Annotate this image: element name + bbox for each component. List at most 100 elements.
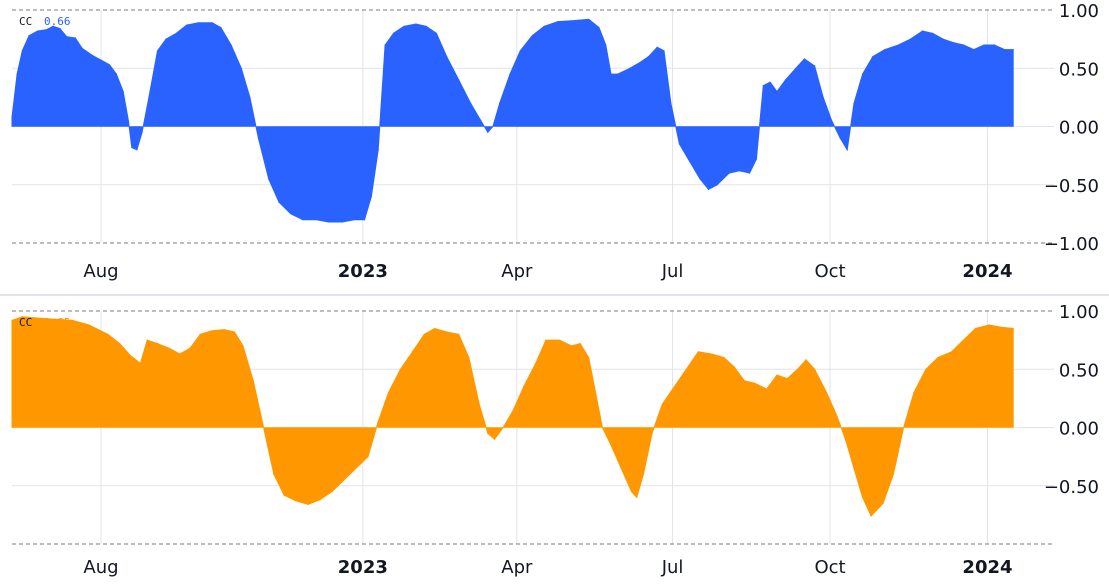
data-point	[651, 432, 653, 434]
data-point	[743, 380, 746, 382]
data-point	[853, 467, 855, 469]
y-tick-label: 1.00	[1059, 1, 1099, 22]
data-point	[620, 467, 622, 469]
data-point	[478, 403, 480, 405]
data-point	[492, 125, 494, 128]
data-point	[723, 357, 725, 359]
data-point	[115, 73, 117, 75]
data-point	[468, 357, 470, 359]
data-point	[268, 178, 270, 180]
data-point	[283, 494, 285, 496]
data-point	[535, 362, 537, 364]
data-point	[942, 38, 944, 40]
data-point	[377, 421, 379, 423]
data-point	[21, 316, 23, 318]
data-point	[252, 380, 254, 382]
data-point	[925, 368, 927, 370]
data-point	[870, 515, 872, 517]
data-point	[699, 178, 701, 180]
data-point	[11, 116, 13, 118]
x-tick-label: Aug	[83, 557, 118, 578]
data-point	[512, 409, 515, 411]
data-point	[728, 172, 730, 174]
x-tick-label: 2024	[962, 261, 1012, 282]
data-point	[595, 392, 597, 394]
data-point	[836, 415, 838, 417]
data-point	[242, 345, 244, 347]
data-point	[630, 491, 633, 493]
data-point	[579, 343, 581, 345]
data-point	[399, 368, 402, 370]
x-tick-label: 2023	[338, 557, 388, 578]
data-point	[974, 327, 977, 330]
data-point	[146, 339, 148, 341]
y-tick-label: −0.50	[1044, 176, 1099, 197]
data-point	[903, 426, 905, 429]
data-point	[571, 345, 573, 347]
data-point	[1012, 327, 1014, 330]
data-point	[557, 21, 559, 23]
data-point	[52, 25, 54, 27]
data-point	[762, 85, 764, 87]
data-point	[197, 22, 200, 24]
data-point	[826, 392, 828, 394]
x-tick-label: Oct	[814, 261, 845, 282]
data-point	[141, 131, 143, 133]
data-point	[387, 392, 390, 394]
data-point	[233, 331, 236, 333]
data-point	[846, 149, 848, 151]
data-point	[738, 170, 740, 172]
y-tick-label: 0.50	[1059, 59, 1099, 80]
legend-value: 0.85	[44, 316, 71, 329]
data-point	[37, 317, 39, 319]
data-point	[377, 149, 379, 151]
data-point	[673, 386, 675, 388]
data-point	[458, 79, 460, 81]
data-point	[962, 44, 965, 46]
data-point	[108, 64, 111, 66]
x-tick-label: Apr	[501, 557, 533, 578]
y-tick-label: −0.50	[1044, 477, 1099, 498]
x-tick-label: Aug	[83, 261, 118, 282]
data-point	[1004, 49, 1006, 51]
data-point	[814, 368, 816, 370]
data-point	[499, 102, 501, 104]
data-point	[480, 120, 482, 122]
data-point	[872, 56, 874, 58]
data-point	[610, 444, 612, 446]
data-point	[574, 19, 576, 22]
data-point	[168, 347, 170, 349]
data-point	[531, 35, 533, 37]
x-tick-label: Jul	[661, 261, 684, 282]
data-point	[434, 327, 436, 330]
data-point	[81, 47, 83, 50]
data-point	[839, 137, 841, 139]
data-point	[862, 496, 864, 498]
area-series-2	[11, 316, 1014, 517]
data-point	[240, 67, 242, 69]
data-point	[605, 44, 607, 46]
legend-value: 0.66	[44, 15, 71, 28]
data-point	[711, 353, 713, 355]
data-point	[909, 38, 912, 40]
data-point	[509, 73, 511, 75]
data-point	[156, 343, 159, 345]
data-point	[148, 96, 150, 98]
data-point	[661, 403, 663, 405]
area-series-1	[11, 18, 1014, 223]
chart-pane-2: 1.00 0.50 0.00 −0.50 Aug 2023 Apr Jul Oct 2024 CC 0…	[11, 302, 1099, 578]
data-point	[749, 172, 751, 174]
data-point	[307, 503, 309, 505]
y-tick-label: 0.50	[1059, 360, 1099, 381]
data-point	[59, 28, 61, 30]
data-point	[290, 213, 292, 215]
y-tick-label: 1.00	[1059, 302, 1099, 323]
data-point	[822, 96, 824, 98]
x-tick-label: Jul	[661, 557, 684, 578]
data-point	[91, 54, 93, 57]
data-point	[393, 32, 395, 34]
data-point	[803, 58, 806, 60]
data-point	[423, 333, 425, 335]
data-point	[425, 25, 427, 27]
